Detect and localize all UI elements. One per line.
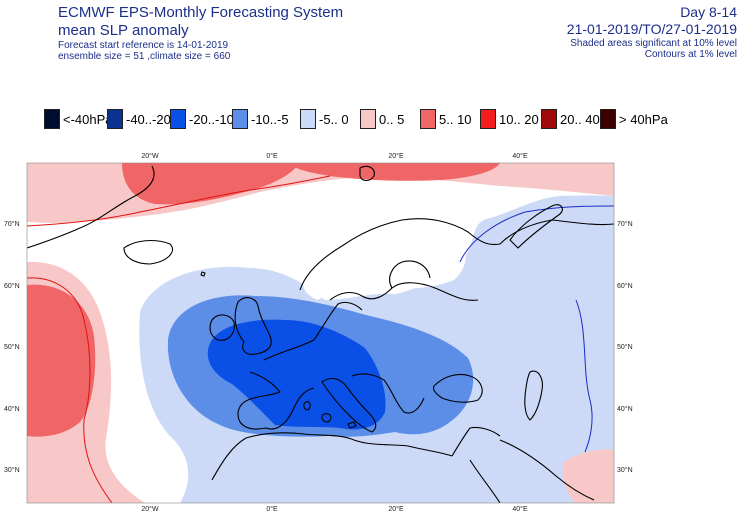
legend-swatch bbox=[600, 109, 616, 129]
svalbard-coast bbox=[359, 165, 375, 182]
legend-label: -10..-5 bbox=[251, 111, 289, 127]
legend-swatch bbox=[360, 109, 376, 129]
great-britain-coast bbox=[234, 297, 272, 355]
levant-coast bbox=[451, 426, 501, 457]
italy-coast bbox=[321, 377, 377, 433]
mid-red-top-patch-east bbox=[290, 163, 500, 181]
legend-label: > 40hPa bbox=[619, 111, 668, 127]
lat-tick-label: 60°N bbox=[617, 282, 633, 290]
lon-tick-label: 0°E bbox=[266, 152, 278, 160]
mediterranean-islands bbox=[303, 401, 357, 429]
lon-tick-label: 0°E bbox=[266, 505, 278, 513]
lat-tick-label: 30°N bbox=[617, 466, 633, 474]
legend-item: 0.. 5 bbox=[360, 109, 404, 129]
western-europe-coast bbox=[263, 301, 363, 361]
mid-red-west-region bbox=[27, 284, 96, 437]
legend-swatch bbox=[107, 109, 123, 129]
ireland-coast bbox=[209, 314, 235, 341]
lat-tick-label: 60°N bbox=[4, 282, 20, 290]
legend-swatch bbox=[300, 109, 316, 129]
legend-swatch bbox=[480, 109, 496, 129]
significance-contour-red bbox=[27, 175, 331, 227]
faroe-islands bbox=[200, 271, 206, 277]
shading-note: Shaded areas significant at 10% level bbox=[570, 38, 737, 49]
black-sea-coast bbox=[432, 373, 483, 403]
legend-swatch bbox=[232, 109, 248, 129]
title-block: ECMWF EPS-Monthly Forecasting System mea… bbox=[58, 4, 343, 62]
legend-label: -40..-20 bbox=[126, 111, 171, 127]
period-label: Day 8-14 bbox=[680, 4, 737, 20]
strong-blue-region bbox=[207, 319, 386, 430]
lat-tick-label: 30°N bbox=[4, 466, 20, 474]
scandinavia-white-area bbox=[302, 221, 466, 300]
map-frame bbox=[26, 162, 615, 504]
legend-item: > 40hPa bbox=[600, 109, 668, 129]
lon-tick-label: 40°E bbox=[512, 152, 528, 160]
balkans-coast bbox=[351, 373, 425, 414]
lon-tick-label: 20°W bbox=[141, 505, 159, 513]
chart-title: ECMWF EPS-Monthly Forecasting System bbox=[58, 4, 344, 21]
legend-item: -40..-20 bbox=[107, 109, 171, 129]
novaya-zemlya-coast bbox=[509, 204, 563, 249]
lat-tick-label: 40°N bbox=[617, 405, 633, 413]
lat-tick-label: 40°N bbox=[4, 405, 20, 413]
significance-contour-red-west bbox=[27, 277, 113, 503]
red-sea-coast bbox=[469, 459, 501, 503]
legend-label: 20.. 40 bbox=[560, 111, 600, 127]
caspian-coast bbox=[524, 370, 543, 421]
contour-note: Contours at 1% level bbox=[644, 49, 737, 60]
biscay-iberia-coast bbox=[237, 371, 315, 430]
legend-item: 5.. 10 bbox=[420, 109, 472, 129]
north-africa-coast bbox=[211, 432, 453, 481]
lon-tick-label: 20°W bbox=[141, 152, 159, 160]
legend-label: -5.. 0 bbox=[319, 111, 349, 127]
legend-swatch bbox=[44, 109, 60, 129]
legend-label: 5.. 10 bbox=[439, 111, 472, 127]
significance-contour-blue-east bbox=[575, 299, 593, 453]
iceland-coast bbox=[123, 239, 174, 265]
legend-swatch bbox=[420, 109, 436, 129]
lon-tick-label: 20°E bbox=[388, 505, 404, 513]
lat-tick-label: 70°N bbox=[4, 220, 20, 228]
arabia-coast bbox=[499, 439, 595, 501]
period-block: Day 8-14 21-01-2019/TO/27-01-2019 Shaded… bbox=[567, 4, 737, 60]
lat-tick-label: 50°N bbox=[4, 343, 20, 351]
coastlines bbox=[27, 165, 614, 503]
legend-item: 20.. 40 bbox=[541, 109, 600, 129]
significance-contour-blue bbox=[459, 205, 614, 263]
legend-item: 10.. 20 bbox=[480, 109, 539, 129]
date-range: 21-01-2019/TO/27-01-2019 bbox=[566, 21, 737, 37]
chart-subtitle: mean SLP anomaly bbox=[58, 22, 189, 39]
lon-tick-label: 40°E bbox=[512, 505, 528, 513]
lat-tick-label: 70°N bbox=[617, 220, 633, 228]
ensemble-info-text: ensemble size = 51 ,climate size = 660 bbox=[58, 51, 231, 62]
legend-item: -5.. 0 bbox=[300, 109, 349, 129]
forecast-start-text: Forecast start reference is 14-01-2019 bbox=[58, 40, 229, 51]
lon-tick-label: 20°E bbox=[388, 152, 404, 160]
legend-swatch bbox=[541, 109, 557, 129]
baltic-coast bbox=[389, 260, 431, 289]
legend-item: -10..-5 bbox=[232, 109, 289, 129]
legend-swatch bbox=[170, 109, 186, 129]
legend-item: <-40hPa bbox=[44, 109, 113, 129]
greenland-coast bbox=[27, 165, 155, 249]
mid-red-top-patch bbox=[122, 163, 300, 205]
legend-label: 10.. 20 bbox=[499, 111, 539, 127]
legend-label: -20..-10 bbox=[189, 111, 234, 127]
lat-tick-label: 50°N bbox=[617, 343, 633, 351]
legend-label: <-40hPa bbox=[63, 111, 113, 127]
legend-item: -20..-10 bbox=[170, 109, 234, 129]
legend-label: 0.. 5 bbox=[379, 111, 405, 127]
